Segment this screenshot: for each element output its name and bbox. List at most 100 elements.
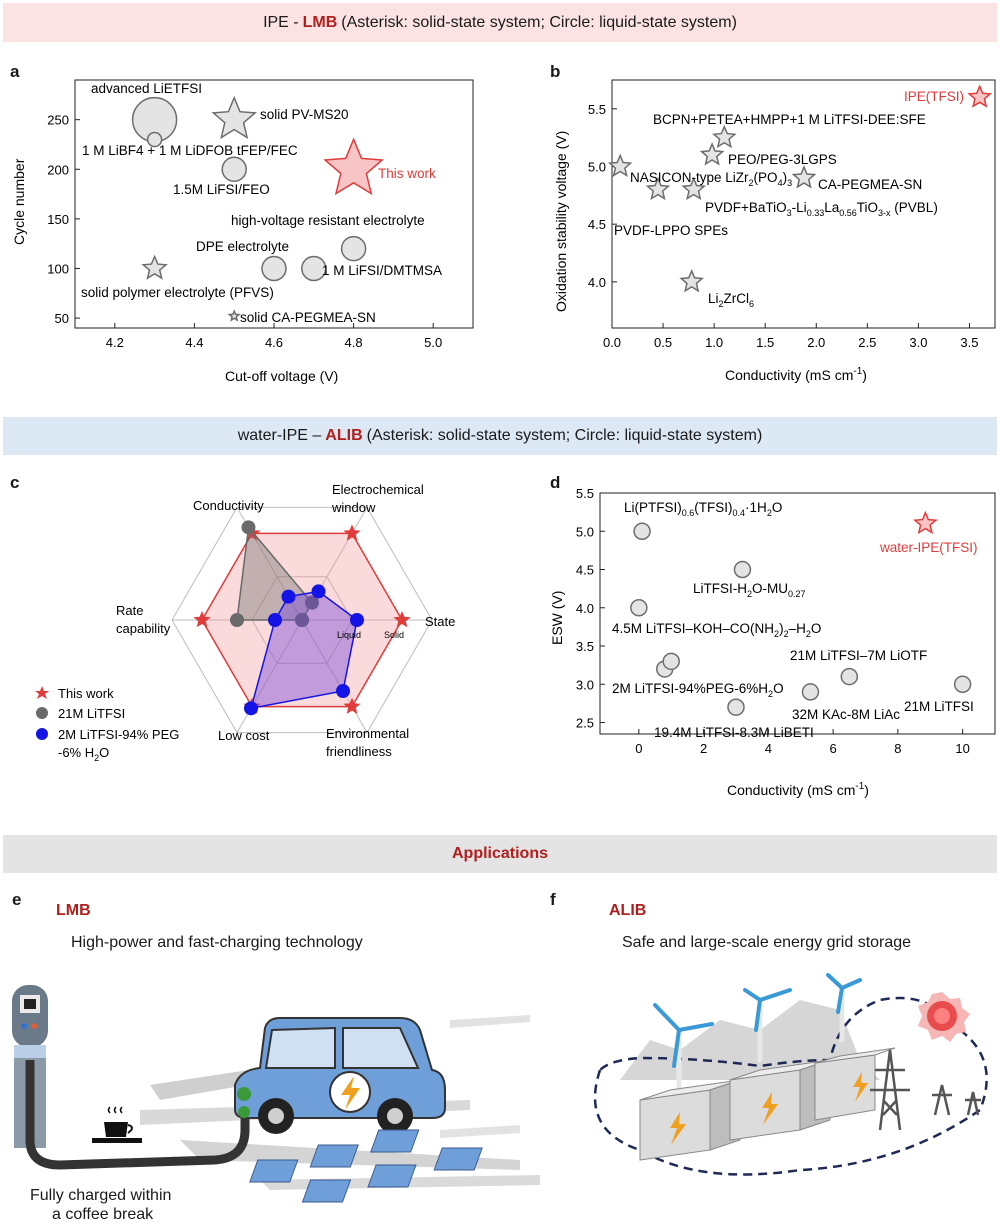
chart-a-label-dmtmsa: 1 M LiFSI/DMTMSA bbox=[322, 263, 442, 278]
chart-b-label-pvdf-lppo: PVDF-LPPO SPEs bbox=[614, 223, 728, 238]
point-d-litfsi-h2o-mu0-27 bbox=[733, 560, 752, 579]
x-tick-label: 2.0 bbox=[807, 335, 825, 350]
radar-axis-rate-2: capability bbox=[116, 621, 171, 636]
chart-d-ylabel: ESW (V) bbox=[549, 591, 565, 645]
point-a-1-m-lifsi-dmtmsa bbox=[301, 255, 327, 282]
chart-b-label-li2zrcl6: Li2ZrCl6 bbox=[708, 291, 754, 309]
y-tick-label: 5.5 bbox=[576, 486, 594, 501]
banner-ipe-highlight: LMB bbox=[302, 13, 338, 31]
y-tick-label: 4.0 bbox=[576, 601, 594, 616]
chart-b-label-bcpn: BCPN+PETEA+HMPP+1 M LiTFSI-DEE:SFE bbox=[653, 112, 926, 127]
x-tick-label: 6 bbox=[829, 741, 836, 756]
chart-a-label-libf4: 1 M LiBF4 + 1 M LiDFOB tFEP/FEC bbox=[82, 143, 298, 158]
legend-star-icon bbox=[35, 686, 49, 699]
banner-ipe-prefix: IPE - bbox=[263, 13, 299, 31]
legend-this-work: This work bbox=[58, 686, 114, 701]
chart-d-frame bbox=[599, 492, 996, 735]
chart-a-ylabel: Cycle number bbox=[11, 158, 27, 245]
point-b-peo-peg-3lgps bbox=[699, 142, 725, 166]
point-b-bcpn-petea-hmpp-1-m-litfsi-dee-sfe bbox=[712, 124, 737, 149]
y-tick-label: 200 bbox=[47, 162, 69, 177]
x-tick-label: 0 bbox=[635, 741, 642, 756]
chart-c-legend: This work 21M LiTFSI 2M LiTFSI-94% PEG -… bbox=[35, 686, 179, 763]
panel-label-a: a bbox=[10, 62, 20, 81]
radar-state-liquid: Liquid bbox=[337, 630, 361, 640]
y-tick-label: 250 bbox=[47, 113, 69, 128]
y-tick-label: 2.5 bbox=[576, 716, 594, 731]
panel-label-d: d bbox=[550, 473, 561, 492]
chart-d-label-mu: LiTFSI-H2O-MU0.27 bbox=[693, 581, 806, 599]
x-tick-label: 3.5 bbox=[960, 335, 978, 350]
x-tick-label: 4.6 bbox=[265, 335, 283, 350]
radar-axis-low-cost: Low cost bbox=[218, 728, 270, 743]
chart-a-label-advanced-lietfsi: advanced LiETFSI bbox=[91, 81, 202, 96]
banner-water-highlight: ALIB bbox=[325, 427, 363, 444]
banner-applications: Applications bbox=[3, 835, 997, 873]
point-b-li2zrcl6 bbox=[679, 268, 704, 293]
y-tick-label: 5.0 bbox=[588, 160, 606, 175]
x-tick-label: 4.8 bbox=[345, 335, 363, 350]
chart-a-xlabel: Cut-off voltage (V) bbox=[225, 368, 338, 384]
x-tick-label: 3.0 bbox=[909, 335, 927, 350]
electric-car-icon bbox=[234, 1017, 446, 1134]
y-tick-label: 150 bbox=[47, 212, 69, 227]
radar-marker-2m-litfsi-94-peg-6-h2o bbox=[350, 613, 364, 627]
radar-axis-env-1: Environmental bbox=[326, 726, 409, 741]
point-a-1-m-libf4-1-m-lidfob-tfep-fec bbox=[146, 131, 163, 148]
point-d-19-4m-litfsi-8-3m-libeti bbox=[727, 698, 745, 716]
power-tower-icon bbox=[870, 1049, 981, 1131]
x-tick-label: 0.0 bbox=[603, 335, 621, 350]
coffee-cup-icon bbox=[92, 1106, 142, 1143]
point-b-pvdf-lppo-spes bbox=[645, 176, 671, 201]
panel-f-tag: ALIB bbox=[609, 902, 647, 919]
y-tick-label: 4.0 bbox=[588, 275, 606, 290]
sun-icon bbox=[918, 992, 970, 1042]
point-d-21m-litfsi bbox=[953, 675, 972, 694]
solar-panels bbox=[249, 1129, 483, 1203]
x-tick-label: 1.5 bbox=[756, 335, 774, 350]
panel-f-subtitle: Safe and large-scale energy grid storage bbox=[622, 934, 912, 951]
point-b-ipe-tfsi bbox=[967, 84, 992, 108]
x-tick-label: 0.5 bbox=[654, 335, 672, 350]
chart-a-label-pv-ms20: solid PV-MS20 bbox=[260, 107, 349, 122]
chart-b-frame bbox=[611, 79, 996, 329]
x-tick-label: 1.0 bbox=[705, 335, 723, 350]
banner-applications-text: Applications bbox=[451, 845, 548, 862]
point-a-solid-polymer-electrolyte-pfvs bbox=[141, 254, 168, 280]
radar-axis-conductivity: Conductivity bbox=[193, 498, 264, 513]
point-b-nasicon-type-lizr2-po4-3 bbox=[607, 153, 633, 177]
point-a-this-work bbox=[323, 137, 384, 196]
point-b-ca-pegmea-sn bbox=[791, 165, 817, 189]
x-tick-label: 8 bbox=[894, 741, 901, 756]
panel-e-caption-1: Fully charged within bbox=[30, 1187, 172, 1204]
x-tick-label: 4.2 bbox=[106, 335, 124, 350]
chart-d-label-peg: 2M LiTFSI-94%PEG-6%H2O bbox=[612, 681, 784, 699]
legend-blue-circle-icon bbox=[36, 728, 48, 740]
legend-peg-line1: 2M LiTFSI-94% PEG bbox=[58, 727, 179, 742]
chart-d-label-liptfsi: Li(PTFSI)0.6(TFSI)0.4·1H2O bbox=[624, 500, 782, 518]
point-a-solid-ca-pegmea-sn bbox=[227, 309, 241, 322]
banner-ipe-rest: (Asterisk: solid-state system; Circle: l… bbox=[341, 13, 737, 31]
point-d-water-ipe-tfsi bbox=[913, 510, 938, 535]
radar-axis-env-2: friendliness bbox=[326, 744, 392, 759]
radar-marker-this-work bbox=[343, 697, 361, 714]
chart-a-label-ca-pegmea: solid CA-PEGMEA-SN bbox=[240, 310, 376, 325]
radar-marker-21m-litfsi bbox=[230, 613, 244, 627]
radar-spoke bbox=[301, 619, 368, 733]
point-d-2m-litfsi-94-peg-6-h2o-b bbox=[662, 652, 680, 671]
y-tick-label: 50 bbox=[55, 311, 69, 326]
chart-a-label-lifsi-feo: 1.5M LiFSI/FEO bbox=[173, 182, 270, 197]
banner-water-ipe-alib: water-IPE – ALIB (Asterisk: solid-state … bbox=[3, 417, 997, 455]
chart-a-label-this-work: This work bbox=[378, 166, 436, 181]
chart-d-label-21m: 21M LiTFSI bbox=[904, 699, 974, 714]
point-d-li-ptfsi-0-6-tfsi-0-4-1h2o bbox=[633, 522, 651, 541]
legend-peg-line2: -6% H2O bbox=[58, 745, 109, 763]
y-tick-label: 3.0 bbox=[576, 677, 594, 692]
radar-marker-21m-litfsi bbox=[295, 613, 309, 627]
chart-b-xlabel: Conductivity (mS cm-1) bbox=[725, 366, 867, 383]
x-tick-label: 2 bbox=[700, 741, 707, 756]
